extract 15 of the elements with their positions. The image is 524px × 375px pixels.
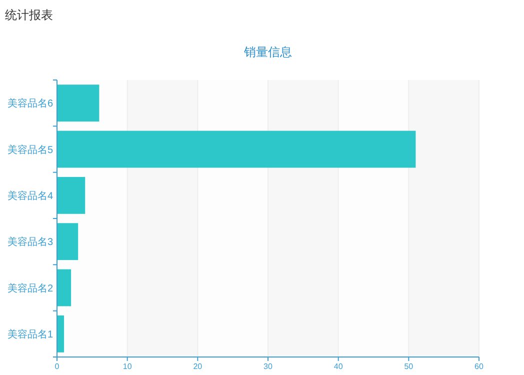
x-tick-label: 10 (122, 362, 132, 371)
y-tick-label: 美容品名2 (7, 282, 54, 294)
x-tick-label: 60 (474, 362, 484, 371)
x-tick-label: 20 (193, 362, 203, 371)
y-tick-label: 美容品名1 (7, 328, 54, 340)
text: 统计报表 (5, 8, 53, 22)
y-tick-label: 美容品名6 (7, 98, 54, 110)
x-tick-label: 40 (334, 362, 344, 371)
x-tick-label: 30 (264, 362, 273, 371)
y-tick-label: 美容品名5 (7, 144, 54, 156)
chart-title: 销量信息 (243, 45, 292, 59)
x-tick-label: 50 (404, 362, 414, 371)
y-tick-label: 美容品名3 (7, 236, 54, 248)
x-tick-label: 0 (54, 362, 60, 371)
y-tick-label: 美容品名4 (7, 190, 54, 202)
